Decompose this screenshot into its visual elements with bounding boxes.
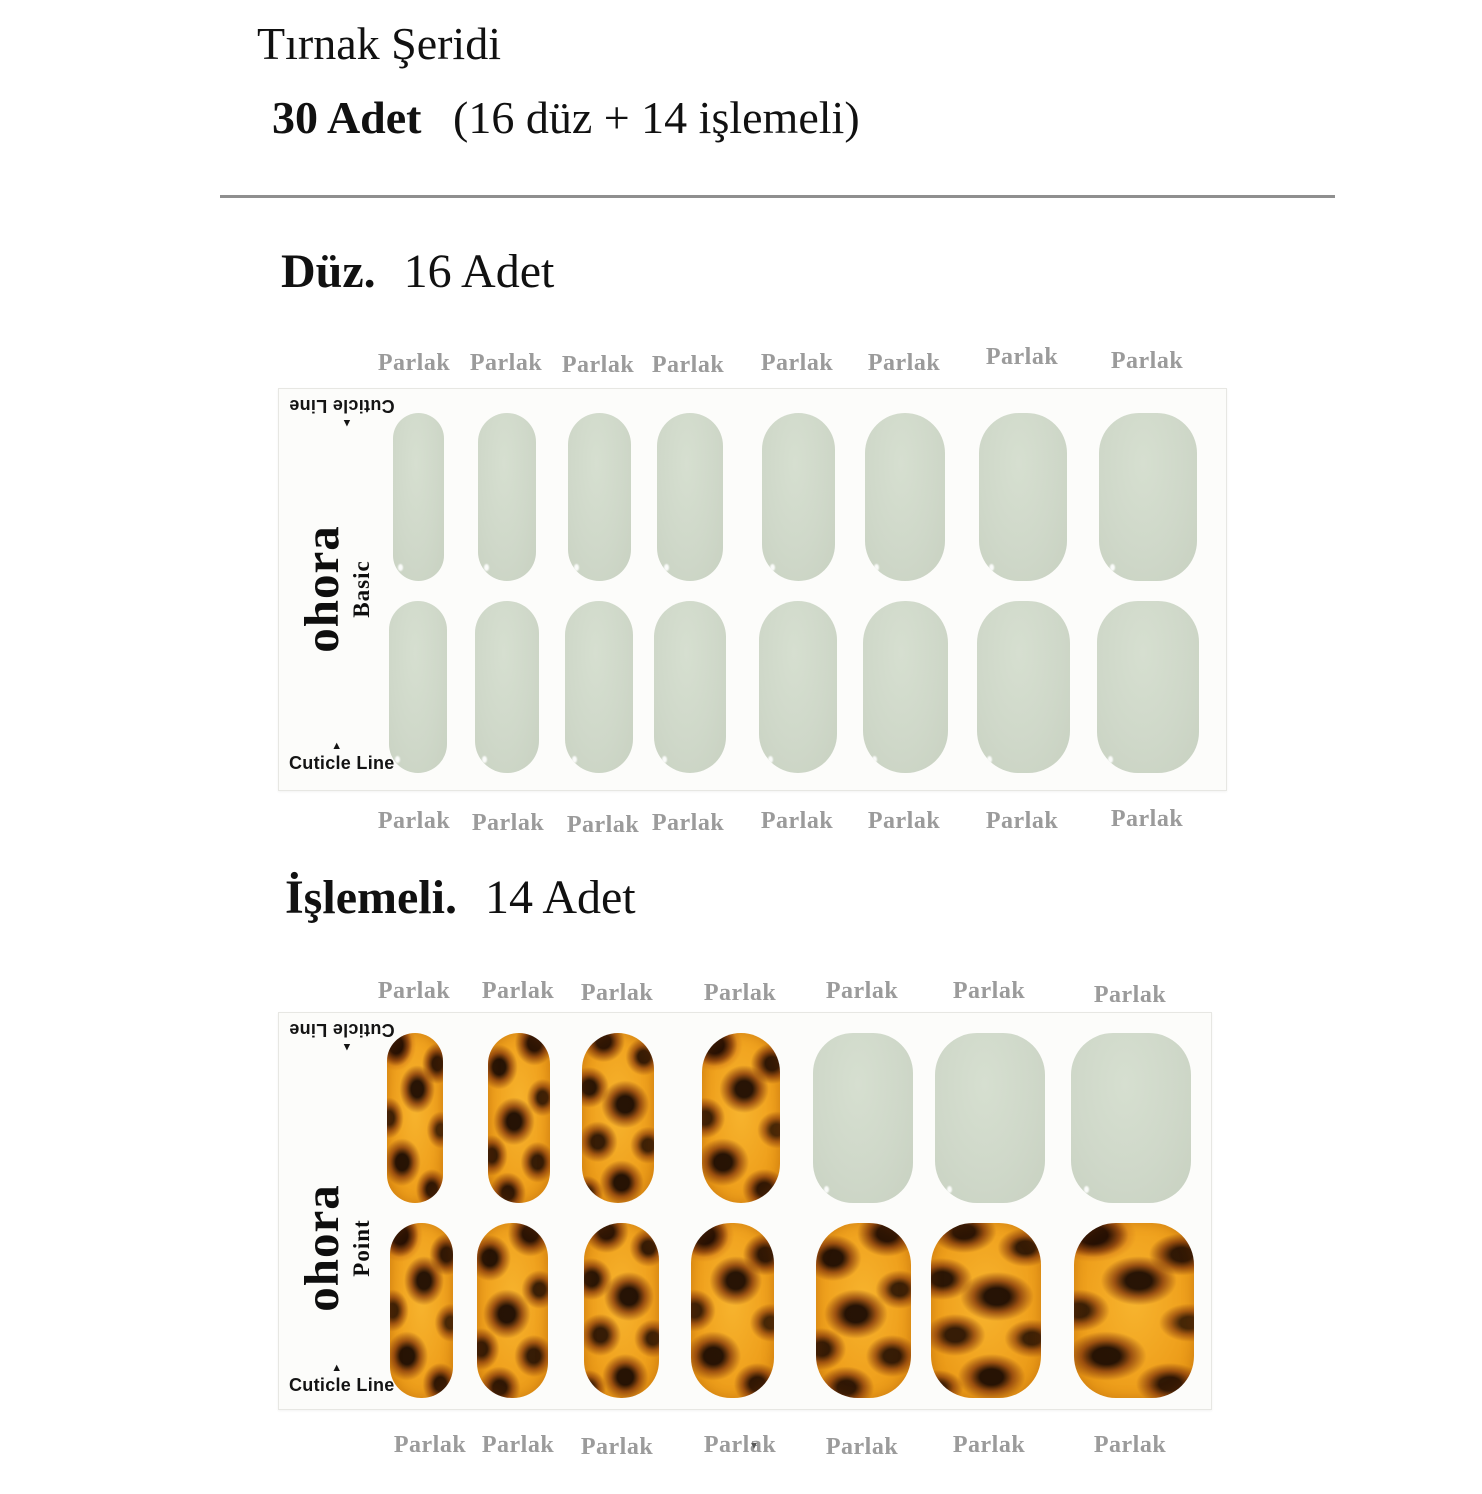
nail-strip-tortoise [815,1223,911,1398]
section-islemeli-count: 14 Adet [484,871,636,924]
nail-strip-green [865,413,945,581]
nail-strip-tortoise [387,1033,443,1203]
parlak-label: Parlak [760,350,834,376]
parlak-label: Parlak [393,1432,467,1458]
parlak-label: Parlak [580,1434,654,1460]
divider [220,195,1335,198]
parlak-label: Parlak [561,352,635,378]
nail-strip-green [813,1033,913,1203]
parlak-label: Parlak [703,1432,777,1458]
parlak-label: Parlak [580,980,654,1006]
parlak-label: Parlak [651,352,725,378]
section-heading-islemeli: İşlemeli. 14 Adet [285,871,636,925]
nail-strip-tortoise [488,1033,550,1203]
parlak-label: Parlak [985,344,1059,370]
cuticle-line-text: Cuticle Line [289,753,395,773]
nail-strip-green [976,601,1070,773]
section-duz-count: 16 Adet [403,245,555,298]
piece-count-line: 30 Adet (16 düz + 14 işlemeli) [272,92,860,145]
parlak-label: Parlak [760,808,834,834]
nail-strip-green [1099,413,1197,581]
parlak-label: Parlak [825,978,899,1004]
parlak-label: Parlak [471,810,545,836]
parlak-label: Parlak [566,812,640,838]
parlak-label: Parlak [481,1432,555,1458]
parlak-label: Parlak [1110,348,1184,374]
parlak-label: Parlak [703,980,777,1006]
parlak-label: Parlak [952,978,1026,1004]
strip-row-bottom [279,389,1226,790]
page-title: Tırnak Şeridi [257,18,501,69]
section-duz-label: Düz. [281,245,376,298]
nail-strip-green [654,601,726,773]
nail-strip-green [935,1033,1045,1203]
parlak-label: Parlak [867,808,941,834]
total-count: 30 Adet [272,92,422,143]
parlak-label: Parlak [985,808,1059,834]
nail-strip-tortoise [1074,1223,1194,1398]
cuticle-arrow-icon: ▲ [331,1362,343,1374]
parlak-label: Parlak [377,808,451,834]
parlak-label: Parlak [651,810,725,836]
nail-strip-green [565,601,633,773]
nail-strip-green [475,601,539,773]
parlak-label: Parlak [377,978,451,1004]
nail-strip-tortoise [702,1033,780,1203]
parlak-label: Parlak [952,1432,1026,1458]
nail-strip-tortoise [582,1033,654,1203]
nail-strip-green [1071,1033,1191,1203]
parlak-label: Parlak [867,350,941,376]
count-breakdown: (16 düz + 14 işlemeli) [453,92,860,143]
parlak-label: Parlak [1093,1432,1167,1458]
nail-strip-green [761,413,835,581]
nail-strip-tortoise [583,1223,659,1398]
parlak-label: Parlak [481,978,555,1004]
nail-strip-tortoise [476,1223,548,1398]
section-islemeli-label: İşlemeli. [285,871,457,924]
nail-strip-green [478,413,536,581]
cursor-artifact-icon: ▾ [751,1438,758,1452]
nail-sheet-basic: ▲ Cuticle Line ohora Basic ▲ Cuticle Lin… [278,388,1227,791]
parlak-label: Parlak [825,1434,899,1460]
strip-row-top [279,1013,1211,1409]
parlak-label: Parlak [377,350,451,376]
nail-sheet-point: ▲ Cuticle Line ohora Point ▲ Cuticle Lin… [278,1012,1212,1410]
nail-strip-green [567,413,631,581]
nail-strip-tortoise [690,1223,774,1398]
cuticle-line-label-bottom: ▲ Cuticle Line [289,1363,395,1395]
strip-row-bottom [279,1013,1211,1409]
nail-strip-green [979,413,1067,581]
nail-strip-green [862,601,948,773]
nail-strip-green [657,413,723,581]
parlak-label: Parlak [469,350,543,376]
nail-strip-green [389,601,447,773]
cuticle-arrow-icon: ▲ [331,740,343,752]
nail-strip-tortoise [389,1223,453,1398]
parlak-label: Parlak [1110,806,1184,832]
nail-strip-green [1097,601,1199,773]
section-heading-duz: Düz. 16 Adet [281,245,555,299]
nail-strip-tortoise [931,1223,1041,1398]
cuticle-line-text: Cuticle Line [289,1375,395,1395]
cuticle-line-label-bottom: ▲ Cuticle Line [289,741,395,773]
strip-row-top [279,389,1226,790]
nail-strip-green [759,601,837,773]
parlak-label: Parlak [1093,982,1167,1008]
nail-strip-green [392,413,444,581]
